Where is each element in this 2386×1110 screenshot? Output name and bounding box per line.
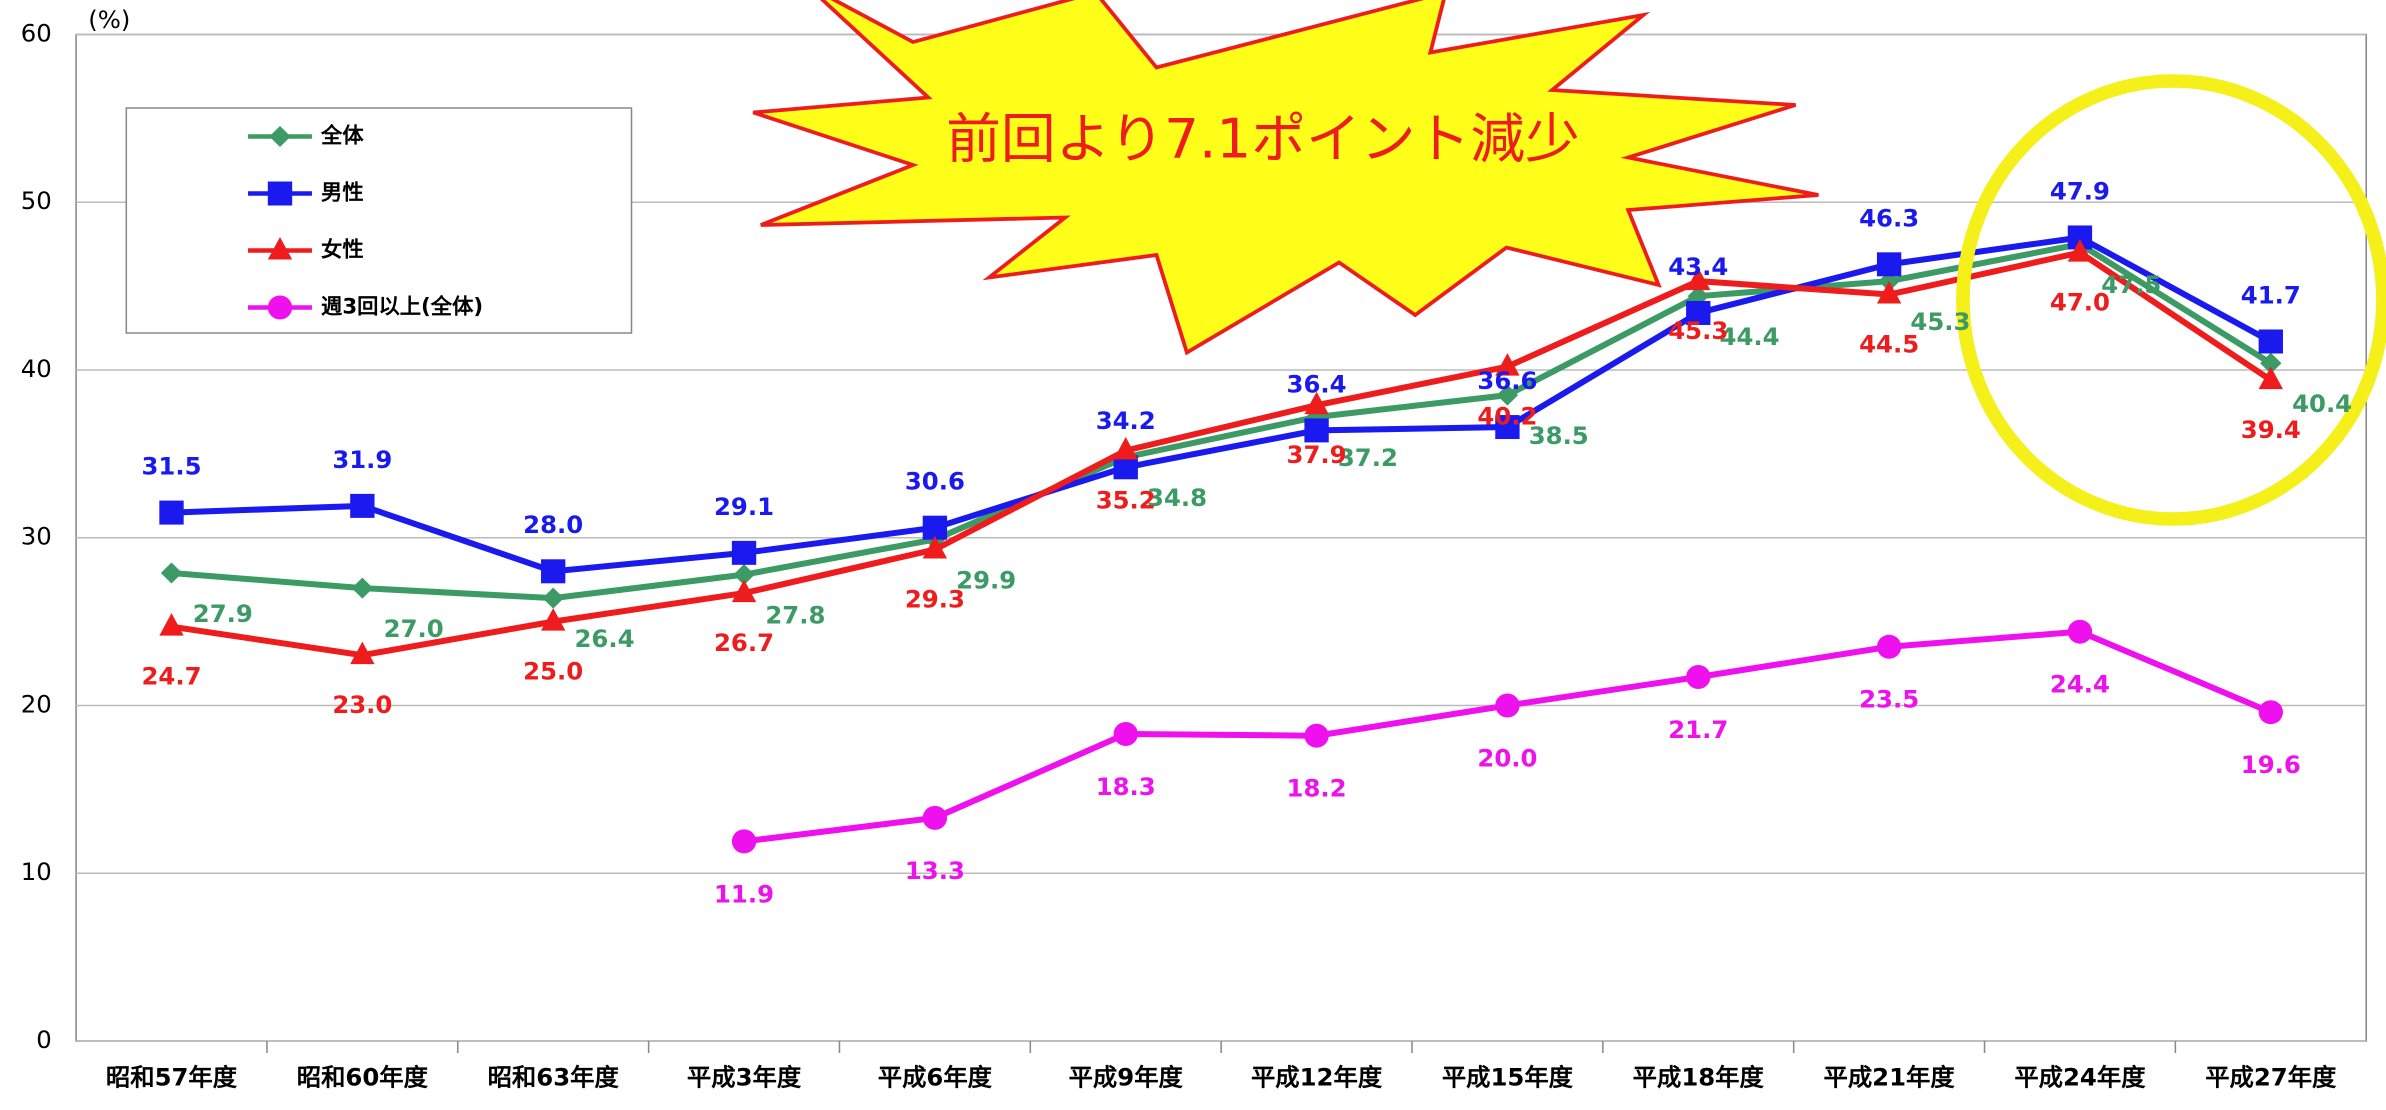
legend-label: 女性 (321, 237, 364, 262)
data-label: 34.2 (1096, 407, 1156, 435)
data-label: 18.3 (1096, 773, 1156, 801)
data-label: 24.7 (141, 663, 201, 691)
data-label: 27.0 (384, 615, 444, 643)
y-tick-label: 20 (21, 691, 52, 719)
legend-label: 男性 (321, 180, 364, 205)
marker (1686, 665, 1710, 689)
x-tick-label: 平成18年度 (1633, 1064, 1765, 1092)
x-tick-label: 平成12年度 (1251, 1064, 1383, 1092)
data-label: 26.4 (574, 625, 634, 653)
data-label: 27.8 (765, 602, 825, 630)
data-label: 31.9 (332, 446, 392, 474)
data-label: 26.7 (714, 629, 774, 657)
marker (1304, 418, 1328, 442)
marker (1114, 722, 1138, 746)
data-label: 47.0 (2050, 289, 2110, 317)
data-label: 18.2 (1287, 775, 1347, 803)
data-label: 44.4 (1720, 323, 1780, 351)
marker (541, 559, 565, 583)
data-label: 47.9 (2050, 178, 2110, 206)
marker (1877, 635, 1901, 659)
data-label: 40.2 (1477, 403, 1537, 431)
data-label: 29.9 (956, 567, 1016, 595)
marker (1877, 252, 1901, 276)
data-label: 31.5 (141, 453, 201, 481)
data-label: 39.4 (2241, 416, 2301, 444)
marker (159, 501, 183, 525)
data-label: 29.1 (714, 493, 774, 521)
data-label: 37.2 (1338, 444, 1398, 472)
data-label: 24.4 (2050, 671, 2110, 699)
marker (350, 494, 374, 518)
data-label: 45.3 (1668, 317, 1728, 345)
data-label: 23.0 (332, 691, 392, 719)
y-tick-label: 30 (21, 523, 52, 551)
marker (732, 541, 756, 565)
legend-label: 週3回以上(全体) (321, 294, 483, 319)
x-tick-label: 平成6年度 (878, 1064, 993, 1092)
x-tick-label: 平成27年度 (2205, 1064, 2337, 1092)
data-label: 36.4 (1287, 370, 1347, 398)
marker (268, 182, 292, 206)
annotation: 前回より7.1ポイント減少 (946, 108, 1580, 171)
y-tick-label: 60 (21, 20, 52, 48)
page: (%) 全体男性女性週3回以上(全体) 前回より7.1ポイント減少 0 10 20 3… (0, 0, 2386, 1110)
chart: (%) 全体男性女性週3回以上(全体) 前回より7.1ポイント減少 0 10 20 3… (0, 0, 2386, 1110)
marker (2259, 329, 2283, 353)
data-label: 46.3 (1859, 204, 1919, 232)
marker (2259, 700, 2283, 724)
y-axis-label: (%) (88, 6, 130, 34)
data-label: 30.6 (905, 468, 965, 496)
data-label: 28.0 (523, 511, 583, 539)
data-label: 34.8 (1147, 484, 1207, 512)
marker (2068, 620, 2092, 644)
data-label: 41.7 (2241, 282, 2301, 310)
marker (732, 829, 756, 853)
data-label: 47.5 (2101, 271, 2161, 299)
data-label: 40.4 (2292, 390, 2352, 418)
data-label: 45.3 (1910, 308, 1970, 336)
y-tick-label: 50 (21, 187, 52, 215)
data-label: 25.0 (523, 658, 583, 686)
marker (268, 296, 292, 320)
x-tick-label: 昭和63年度 (488, 1064, 620, 1092)
data-label: 27.9 (193, 600, 253, 628)
data-label: 13.3 (905, 857, 965, 885)
data-label: 44.5 (1859, 331, 1919, 359)
x-tick-label: 昭和60年度 (297, 1064, 429, 1092)
y-tick-label: 0 (36, 1026, 51, 1054)
data-label: 29.3 (905, 586, 965, 614)
x-tick-label: 平成21年度 (1824, 1064, 1956, 1092)
x-tick-label: 平成15年度 (1442, 1064, 1574, 1092)
data-label: 19.6 (2241, 751, 2301, 779)
marker (923, 806, 947, 830)
data-label: 37.9 (1287, 441, 1347, 469)
data-label: 20.0 (1477, 745, 1537, 773)
data-label: 36.6 (1477, 367, 1537, 395)
y-tick-label: 40 (21, 355, 52, 383)
marker (1304, 724, 1328, 748)
x-tick-label: 平成3年度 (687, 1064, 802, 1092)
legend-label: 全体 (320, 123, 364, 148)
x-tick-label: 平成9年度 (1069, 1064, 1184, 1092)
data-label: 23.5 (1859, 686, 1919, 714)
data-label: 35.2 (1096, 487, 1156, 515)
x-tick-label: 平成24年度 (2014, 1064, 2146, 1092)
y-tick-label: 10 (21, 858, 52, 886)
data-label: 21.7 (1668, 716, 1728, 744)
x-tick-label: 昭和57年度 (106, 1064, 238, 1092)
data-label: 38.5 (1529, 422, 1589, 450)
data-label: 43.4 (1668, 253, 1728, 281)
marker (1495, 694, 1519, 718)
data-label: 11.9 (714, 880, 774, 908)
